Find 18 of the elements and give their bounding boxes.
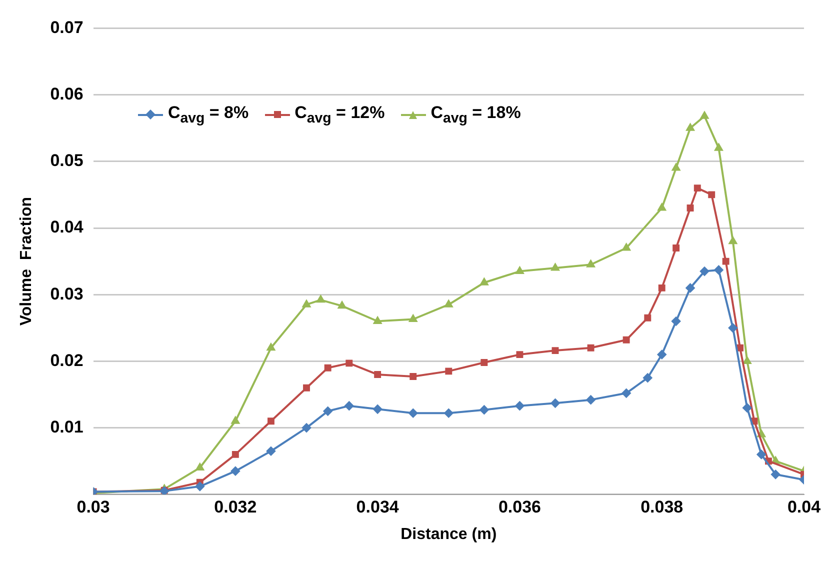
y-tick-label: 0.05	[50, 151, 84, 170]
legend-label: C$_{avg}$ = 8%	[168, 103, 249, 126]
legend-label: C$_{avg}$ = 12%	[294, 103, 385, 126]
y-tick-label: 0.06	[50, 84, 84, 104]
x-tick-label: 0.038	[640, 497, 684, 516]
x-tick-label: 0.034	[356, 497, 400, 516]
x-tick-label: 0.036	[498, 497, 541, 516]
y-tick-label: 0.02	[50, 350, 84, 370]
y-tick-label: 0.01	[50, 417, 84, 436]
y-tick-label: 0.04	[50, 218, 84, 237]
x-tick-label: 0.032	[214, 497, 257, 516]
legend-label: C$_{avg}$ = 18%	[430, 103, 521, 126]
y-tick-label: 0.07	[50, 18, 84, 37]
x-tick-label: 0.03	[76, 497, 110, 516]
x-axis-title: Distance (m)	[400, 526, 497, 543]
x-tick-label: 0.04	[787, 497, 822, 516]
y-axis-title: Volume Fraction	[18, 196, 36, 326]
y-tick-label: 0.03	[50, 284, 84, 304]
